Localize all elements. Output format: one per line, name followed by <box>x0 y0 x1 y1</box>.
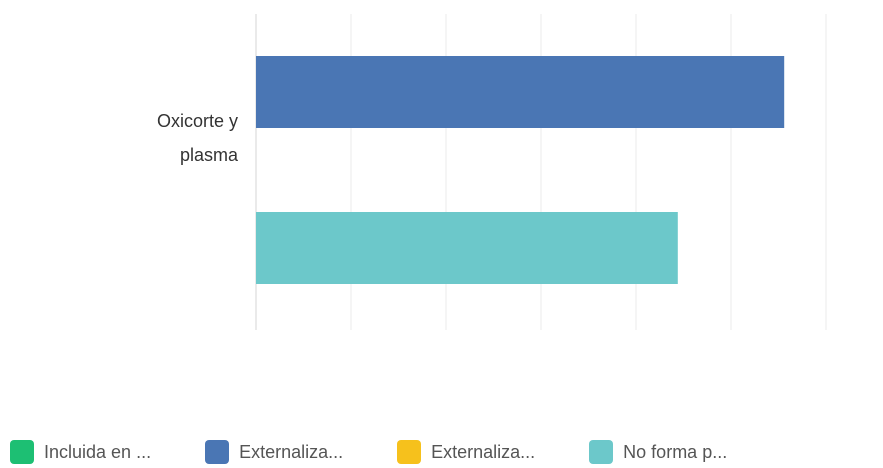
legend-label: Externaliza... <box>431 441 536 462</box>
category-label-line-1: Oxicorte y <box>156 111 238 131</box>
legend-item-no-forma[interactable]: No forma p... <box>589 440 727 464</box>
chart-area: Oxicorte y plasma <box>60 14 827 330</box>
bar-series-1[interactable] <box>256 56 785 128</box>
legend-label: Externaliza... <box>239 441 344 462</box>
legend-swatch-blue <box>205 440 230 464</box>
bars <box>256 56 785 284</box>
legend-label: Incluida en ... <box>44 441 152 462</box>
category-label-line-2: plasma <box>179 145 238 165</box>
bar-chart <box>255 14 827 330</box>
bar-series-3[interactable] <box>256 212 678 284</box>
category-label: Oxicorte y plasma <box>60 104 238 172</box>
legend-label: No forma p... <box>623 441 728 462</box>
legend-item-externaliza-yellow[interactable]: Externaliza... <box>397 440 535 464</box>
legend-item-externaliza-blue[interactable]: Externaliza... <box>205 440 343 464</box>
legend-swatch-teal <box>589 440 614 464</box>
legend-swatch-yellow <box>397 440 422 464</box>
legend-swatch-green <box>10 440 34 464</box>
legend-item-incluida[interactable]: Incluida en ... <box>10 440 151 464</box>
legend: Incluida en ... Externaliza... Externali… <box>10 436 880 468</box>
